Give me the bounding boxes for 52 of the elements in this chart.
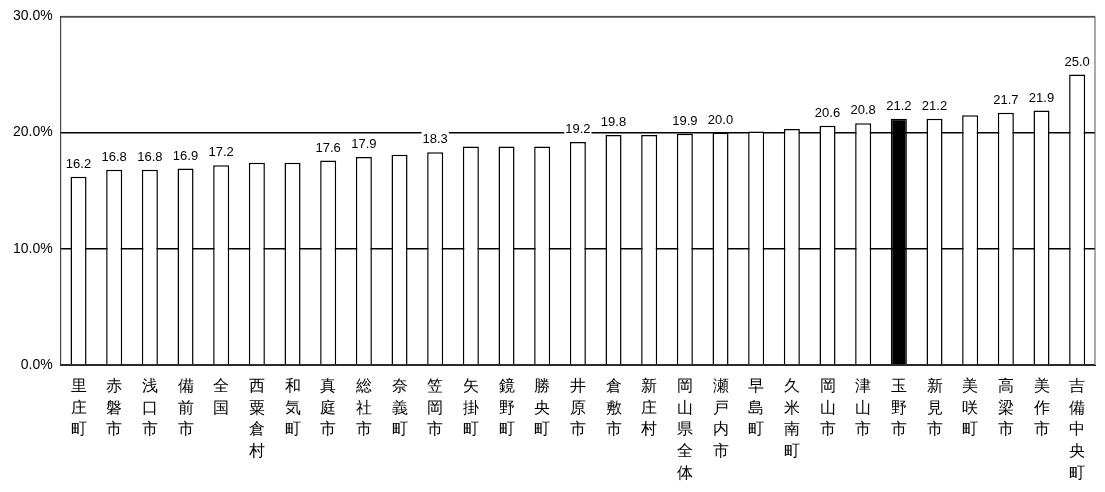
x-tick-label: 吉備中央町: [1069, 377, 1086, 481]
x-tick-label: 里庄町: [70, 377, 87, 438]
x-tick-label: 岡山市: [819, 377, 836, 438]
y-tick-label: 10.0%: [12, 239, 53, 256]
x-tick-label: 備前市: [177, 377, 194, 438]
data-label: 16.2: [65, 155, 92, 171]
data-label: 19.8: [600, 114, 627, 129]
x-tick-label: 瀬戸内市: [712, 377, 729, 460]
data-label: 17.6: [315, 139, 341, 155]
data-label: 17.9: [351, 136, 377, 152]
data-label: 25.0: [1064, 53, 1090, 69]
data-label: 21.2: [886, 97, 912, 113]
x-tick-label: 岡山県全体: [676, 377, 693, 481]
x-tick-label: 浅口市: [141, 377, 158, 438]
y-tick-label: 30.0%: [12, 7, 53, 24]
data-label: 20.6: [814, 104, 841, 120]
x-tick-label: 鏡野町: [498, 377, 515, 438]
x-tick-label: 赤磐市: [106, 377, 123, 438]
x-tick-label: 玉野市: [890, 377, 907, 438]
x-tick-label: 倉敷市: [605, 377, 622, 438]
x-tick-label: 和気町: [284, 377, 301, 438]
x-tick-label: 美咲町: [962, 377, 979, 438]
data-label: 21.7: [993, 91, 1019, 107]
data-label: 21.2: [921, 97, 948, 113]
x-tick-label: 西粟倉村: [247, 377, 265, 460]
x-tick-label: 笠岡市: [427, 377, 444, 438]
data-label: 21.9: [1028, 89, 1055, 105]
x-tick-label: 津山市: [855, 377, 872, 438]
x-tick-label: 勝央町: [534, 377, 551, 438]
x-tick-label: 矢掛町: [462, 377, 479, 438]
x-tick-label: 新庄村: [640, 377, 658, 438]
x-tick-label: 高梁市: [997, 377, 1014, 438]
x-tick-label: 真庭市: [320, 377, 337, 438]
x-tick-label: 全国: [213, 377, 230, 416]
data-label: 20.0: [707, 111, 734, 127]
y-tick-label: 0.0%: [20, 355, 53, 372]
x-tick-label: 早島町: [748, 377, 765, 438]
x-tick-label: 井原市: [569, 377, 586, 438]
x-tick-label: 美作市: [1032, 377, 1050, 438]
x-tick-label: 新見市: [926, 377, 943, 438]
data-label: 16.8: [101, 148, 127, 164]
x-tick-label: 久米南町: [783, 377, 800, 460]
data-label: 18.3: [422, 131, 448, 147]
data-label: 19.9: [672, 112, 698, 128]
data-label: 17.2: [208, 144, 234, 160]
data-label: 16.8: [137, 148, 163, 164]
x-tick-label: 奈義町: [391, 377, 408, 438]
data-label: 16.9: [172, 147, 199, 163]
data-label: 19.2: [565, 120, 591, 136]
data-label: 20.8: [850, 102, 876, 118]
x-tick-label: 総社市: [354, 377, 372, 438]
y-tick-label: 20.0%: [12, 123, 53, 140]
